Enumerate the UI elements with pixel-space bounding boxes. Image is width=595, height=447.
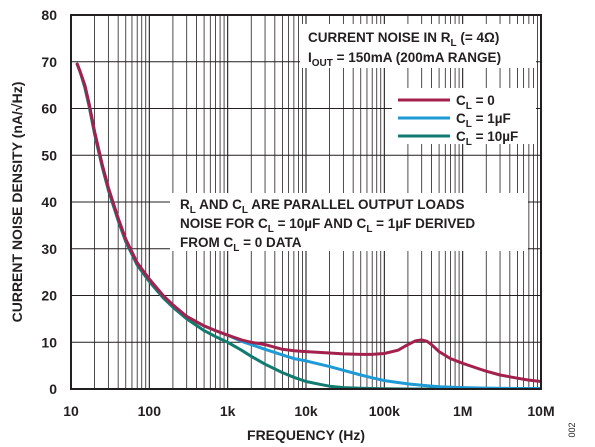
note-line3-a-sub: L (233, 243, 239, 254)
y-tick-label: 70 (41, 54, 57, 70)
title-line2-sub: OUT (312, 58, 333, 69)
y-tick-label: 50 (41, 147, 57, 163)
y-tick-label: 10 (41, 334, 57, 350)
tick-labels: 10 100 1k 10k 100k 1M 10M 0 10 20 30 40 50 60 70 80 (41, 7, 554, 419)
y-axis-title: CURRENT NOISE DENSITY (nA/√Hz) (9, 82, 25, 323)
x-tick-label: 10 (63, 403, 79, 419)
series-line (75, 62, 541, 383)
y-tick-label: 80 (41, 7, 57, 23)
title-line2-main: I (308, 50, 312, 65)
legend-label: CL = 10µF (456, 129, 518, 148)
title-line1-main: CURRENT NOISE IN R (308, 30, 451, 45)
x-axis-title: FREQUENCY (Hz) (247, 427, 365, 443)
title-line1-sub: L (451, 38, 457, 49)
y-tick-label: 40 (41, 194, 57, 210)
annotation-note-line2: NOISE FOR CL = 10µF AND CL = 1µF DERIVED (180, 216, 475, 235)
note-line1-c: ARE PARALLEL OUTPUT LOADS (248, 197, 465, 212)
legend-label: CL = 0 (456, 93, 495, 112)
note-line2-c: = 1µF DERIVED (372, 216, 475, 231)
note-line1-a-sub: L (190, 205, 196, 216)
note-line1-b: AND C (196, 197, 242, 212)
y-tick-label: 60 (41, 101, 57, 117)
note-line2-b-sub: L (366, 224, 372, 235)
title-line2-tail: = 150mA (200mA RANGE) (333, 50, 501, 65)
y-tick-label: 20 (41, 288, 57, 304)
note-line3-b: = 0 DATA (239, 235, 301, 250)
note-line2-b: = 10µF AND C (274, 216, 367, 231)
legend-label: CL = 1µF (456, 111, 511, 130)
figure-id: 002 (567, 422, 577, 437)
x-tick-label: 10M (527, 403, 554, 419)
plot-frame (70, 14, 542, 390)
x-tick-label: 10k (294, 403, 318, 419)
note-line2-a-sub: L (268, 224, 274, 235)
y-tick-label: 30 (41, 241, 57, 257)
note-line3-a: FROM C (180, 235, 233, 250)
x-tick-label: 1M (453, 403, 472, 419)
x-tick-label: 100k (369, 403, 400, 419)
note-line1-b-sub: L (242, 205, 248, 216)
annotation-note-line3: FROM CL = 0 DATA (180, 235, 302, 254)
x-tick-label: 100 (138, 403, 162, 419)
title-line1-tail: (= 4Ω) (457, 30, 500, 45)
x-tick-label: 1k (220, 403, 236, 419)
annotation-title-line1: CURRENT NOISE IN RL (= 4Ω) (308, 30, 499, 49)
annotation-note-line1: RL AND CL ARE PARALLEL OUTPUT LOADS (180, 197, 464, 216)
note-line1-a: R (180, 197, 190, 212)
y-tick-label: 0 (49, 381, 57, 397)
annotation-title-line2: IOUT = 150mA (200mA RANGE) (308, 50, 501, 69)
note-line2-a: NOISE FOR C (180, 216, 268, 231)
title-box (300, 24, 536, 68)
note-box (170, 193, 528, 251)
